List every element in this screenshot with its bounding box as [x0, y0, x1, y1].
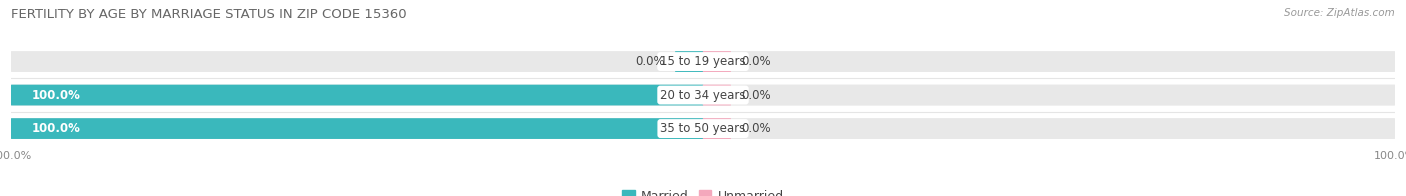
FancyBboxPatch shape [11, 118, 1395, 139]
Text: 0.0%: 0.0% [741, 55, 770, 68]
Text: 15 to 19 years: 15 to 19 years [661, 55, 745, 68]
FancyBboxPatch shape [11, 118, 1395, 139]
FancyBboxPatch shape [675, 51, 703, 72]
Text: 100.0%: 100.0% [32, 122, 82, 135]
Text: Source: ZipAtlas.com: Source: ZipAtlas.com [1284, 8, 1395, 18]
FancyBboxPatch shape [11, 85, 703, 105]
FancyBboxPatch shape [703, 51, 731, 72]
Text: 35 to 50 years: 35 to 50 years [661, 122, 745, 135]
Legend: Married, Unmarried: Married, Unmarried [617, 185, 789, 196]
FancyBboxPatch shape [11, 118, 703, 139]
FancyBboxPatch shape [703, 85, 731, 105]
Text: 0.0%: 0.0% [741, 89, 770, 102]
FancyBboxPatch shape [703, 118, 731, 139]
Text: 0.0%: 0.0% [741, 122, 770, 135]
Text: 20 to 34 years: 20 to 34 years [661, 89, 745, 102]
Text: 0.0%: 0.0% [636, 55, 665, 68]
Text: FERTILITY BY AGE BY MARRIAGE STATUS IN ZIP CODE 15360: FERTILITY BY AGE BY MARRIAGE STATUS IN Z… [11, 8, 406, 21]
FancyBboxPatch shape [11, 51, 1395, 72]
FancyBboxPatch shape [11, 51, 1395, 72]
Text: 100.0%: 100.0% [32, 89, 82, 102]
FancyBboxPatch shape [11, 85, 1395, 105]
FancyBboxPatch shape [11, 85, 1395, 105]
